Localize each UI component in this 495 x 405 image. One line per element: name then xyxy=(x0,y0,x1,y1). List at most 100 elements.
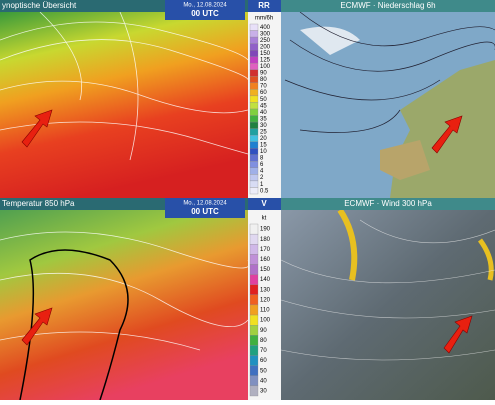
header-bar xyxy=(281,0,495,12)
legend-label: 110 xyxy=(260,308,270,314)
legend-label: 50 xyxy=(260,97,267,103)
legend-swatch xyxy=(249,135,259,142)
legend-swatch xyxy=(249,82,259,90)
legend-swatch xyxy=(249,141,259,149)
legend-label: 40 xyxy=(260,110,267,116)
legend-swatch xyxy=(249,264,259,275)
legend-swatch xyxy=(249,95,259,103)
jet-stream xyxy=(337,208,358,281)
legend-label: 1 xyxy=(260,182,264,188)
legend-swatch xyxy=(249,375,259,387)
legend-swatch xyxy=(249,167,259,175)
date-box xyxy=(165,198,245,218)
date: Mo., 12.08.2024 xyxy=(183,3,227,9)
legend-label: 80 xyxy=(260,338,267,344)
legend-swatch xyxy=(249,304,259,316)
legend-unit: kt xyxy=(262,216,267,222)
legend-swatch xyxy=(249,128,259,136)
legend-label: 60 xyxy=(260,358,267,364)
legend-swatch xyxy=(249,233,259,245)
legend-label: 4 xyxy=(260,169,264,175)
legend-unit: mm/6h xyxy=(255,16,273,22)
time: 00 UTC xyxy=(191,9,219,18)
date: Mo., 12.08.2024 xyxy=(183,201,227,207)
legend-swatch xyxy=(249,63,259,70)
legend-label: 150 xyxy=(260,267,271,273)
legend-swatch xyxy=(249,89,259,97)
panel-title: Temperatur 850 hPa xyxy=(2,199,75,208)
legend-swatch xyxy=(249,56,259,64)
map-background xyxy=(0,12,248,198)
legend-label: 20 xyxy=(260,136,267,142)
legend-swatch xyxy=(249,50,259,57)
legend-swatch xyxy=(249,76,259,83)
legend-label: 40 xyxy=(260,378,267,384)
legend-label: 100 xyxy=(260,318,271,324)
legend-label: 190 xyxy=(260,227,271,233)
panel-title: ECMWF · Niederschlag 6h xyxy=(340,1,435,10)
legend-swatch xyxy=(249,180,259,188)
streamlines xyxy=(280,219,495,361)
legend-swatch xyxy=(249,385,259,397)
legend-swatch xyxy=(249,223,259,235)
legend-label: 45 xyxy=(260,103,267,109)
legend-swatch xyxy=(249,108,259,116)
jet-stream xyxy=(477,238,494,281)
legend-header xyxy=(248,198,281,210)
legend-label: 30 xyxy=(260,389,267,395)
legend-label: 90 xyxy=(260,71,267,77)
legend-label: 80 xyxy=(260,77,267,83)
legend-label: 30 xyxy=(260,123,267,129)
legend-label: 170 xyxy=(260,247,271,253)
legend-swatch xyxy=(249,161,259,168)
legend-label: 140 xyxy=(260,277,271,283)
legend-label: 60 xyxy=(260,90,267,96)
legend-swatch xyxy=(249,36,259,44)
legend-label: 6 xyxy=(260,162,264,168)
legend-label: 130 xyxy=(260,287,271,293)
time: 00 UTC xyxy=(191,207,219,216)
legend-swatch xyxy=(249,294,259,306)
legend-label: 25 xyxy=(260,129,267,135)
legend-label: 125 xyxy=(260,58,271,64)
legend-swatch xyxy=(249,274,259,285)
legend-swatch xyxy=(249,187,259,195)
legend-label: 180 xyxy=(260,237,271,243)
highlight-arrows xyxy=(21,109,473,354)
legend-swatch xyxy=(249,174,259,182)
legend-swatch xyxy=(249,355,259,366)
land xyxy=(380,140,430,180)
legend-label: 50 xyxy=(260,368,267,374)
legend-swatch xyxy=(249,365,259,376)
legend-label: 90 xyxy=(260,328,267,334)
zero-isotherm xyxy=(19,249,129,401)
legend-swatch xyxy=(249,345,259,356)
map-background xyxy=(0,210,248,400)
legend-label: 300 xyxy=(260,31,271,37)
legend-label: 0.5 xyxy=(260,188,269,194)
legend-swatch xyxy=(249,325,259,336)
legend-swatch xyxy=(249,244,259,255)
legend-label: 8 xyxy=(260,156,264,162)
legend-label: 150 xyxy=(260,51,271,57)
header-bar xyxy=(281,198,495,210)
legend-swatch xyxy=(249,314,259,326)
legend-swatch xyxy=(249,335,259,346)
legend-label: 70 xyxy=(260,348,267,354)
legend-swatch xyxy=(249,254,259,265)
cloud xyxy=(300,26,360,55)
legend-label: 250 xyxy=(260,38,271,44)
legend-swatch xyxy=(249,23,259,31)
panel-title: ECMWF · Wind 300 hPa xyxy=(344,199,432,208)
panel-title: ynoptische Übersicht xyxy=(2,1,77,10)
legend-swatch xyxy=(249,43,259,51)
legend-swatch xyxy=(249,30,259,38)
legend-swatch xyxy=(249,121,259,129)
date-box xyxy=(165,0,245,20)
legend-label: 100 xyxy=(260,64,271,70)
legend-header xyxy=(248,0,281,12)
legend-label: 70 xyxy=(260,84,267,90)
legend-swatch xyxy=(249,69,259,77)
